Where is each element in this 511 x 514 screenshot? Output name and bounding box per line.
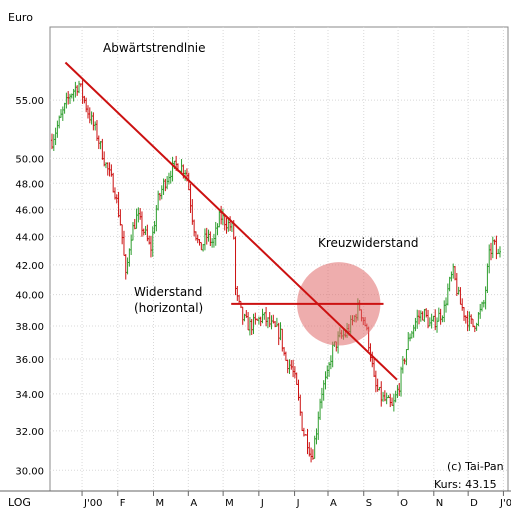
y-tick-label: 50.00 bbox=[15, 154, 44, 165]
y-tick-label: 38.00 bbox=[15, 322, 44, 333]
y-tick-label: 34.00 bbox=[15, 390, 44, 401]
x-tick-label: F bbox=[120, 498, 126, 509]
x-tick-label: O bbox=[400, 498, 408, 509]
annotation-downtrend: Abwärtstrendlnie bbox=[103, 41, 206, 55]
candlesticks bbox=[51, 79, 501, 463]
y-tick-label: 40.00 bbox=[15, 291, 44, 302]
x-tick-label: J'00 bbox=[83, 498, 102, 509]
y-tick-label: 48.00 bbox=[15, 179, 44, 190]
y-tick-labels: 55.00 50.00 48.00 46.00 44.00 42.00 40.00 38.00… bbox=[15, 96, 44, 477]
x-tick-label: J bbox=[260, 498, 264, 509]
plot-frame bbox=[49, 26, 509, 492]
y-tick-label: 42.00 bbox=[15, 261, 44, 272]
scale-label: LOG bbox=[8, 496, 31, 509]
y-tick-label: 44.00 bbox=[15, 232, 44, 243]
y-tick-label: 36.00 bbox=[15, 355, 44, 366]
y-axis-label: Euro bbox=[8, 11, 33, 24]
grid-lines bbox=[50, 27, 508, 496]
y-tick-label: 55.00 bbox=[15, 96, 44, 107]
annotation-cross-resistance: Kreuzwiderstand bbox=[318, 236, 418, 250]
y-tick-label: 46.00 bbox=[15, 205, 44, 216]
price-label: Kurs: 43.15 bbox=[434, 478, 497, 491]
x-tick-label: S bbox=[366, 498, 372, 509]
x-tick-label: M bbox=[225, 498, 234, 509]
x-tick-label: A bbox=[190, 498, 197, 509]
annotation-resistance-line1: Widerstand bbox=[134, 285, 202, 299]
y-tick-label: 32.00 bbox=[15, 427, 44, 438]
copyright-label: (c) Tai-Pan bbox=[447, 460, 504, 473]
x-tick-label: A bbox=[330, 498, 337, 509]
x-tick-label: N bbox=[436, 498, 443, 509]
x-tick-label: M bbox=[156, 498, 165, 509]
x-tick-label: D bbox=[470, 498, 478, 509]
downtrend-line bbox=[64, 61, 398, 381]
x-tick-labels: J'00 F M A M J J A S O N D J'01 bbox=[83, 498, 511, 509]
x-tick-label: J bbox=[296, 498, 300, 509]
x-tick-label: J'01 bbox=[499, 498, 511, 509]
annotation-resistance-line2: (horizontal) bbox=[134, 301, 203, 315]
y-tick-label: 30.00 bbox=[15, 466, 44, 477]
